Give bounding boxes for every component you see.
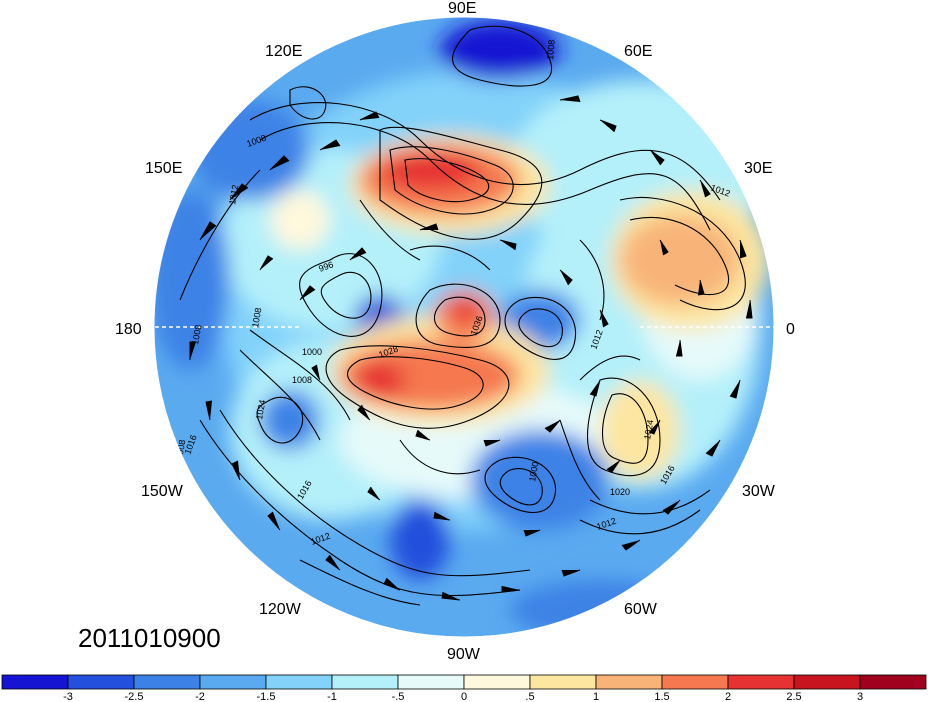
contour-label: 1012	[227, 184, 240, 205]
colorbar-swatch	[463, 674, 531, 690]
colorbar-swatch	[727, 674, 795, 690]
colorbar-swatch	[331, 674, 399, 690]
colorbar-tick-label: 3	[857, 691, 863, 702]
globe-outline	[153, 16, 775, 638]
colorbar-tick-label: -1.5	[257, 691, 276, 702]
lon-label-120e: 120E	[265, 43, 302, 60]
colorbar-tick-label: -1	[327, 691, 337, 702]
lon-label-150w: 150W	[141, 483, 184, 500]
colorbar-swatch	[529, 674, 597, 690]
contour-label: 1024	[642, 419, 655, 440]
colorbar-swatch	[793, 674, 861, 690]
colorbar-tick-label: -2.5	[125, 691, 144, 702]
colorbar-tick-label: -2	[195, 691, 205, 702]
colorbar-swatch	[397, 674, 465, 690]
colorbar-tick-label: -.5	[392, 691, 405, 702]
colorbar: -3 -2.5 -2 -1.5 -1 -.5 0 .5 1 1.5 2 2.5 3	[1, 674, 927, 702]
lon-label-150e: 150E	[145, 160, 182, 177]
lon-label-180: 180	[115, 321, 142, 338]
lon-label-30e: 30E	[744, 160, 772, 177]
longitude-labels: 90E 60E 30E 0 30W 60W 90W 120W 150W 180 …	[115, 0, 795, 663]
colorbar-tick-label: -3	[63, 691, 73, 702]
anomaly-shading: 1008101610081012996100810001008102410281…	[154, 20, 774, 637]
lon-label-30w: 30W	[742, 483, 776, 500]
colorbar-tick-label: .5	[525, 691, 534, 702]
contour-label: 1024	[254, 399, 267, 420]
colorbar-tick-label: 2	[725, 691, 731, 702]
wind-barbs	[189, 95, 753, 601]
lon-label-120w: 120W	[259, 601, 302, 618]
lon-label-90e: 90E	[448, 0, 476, 17]
colorbar-tick-label: 1	[593, 691, 599, 702]
contour-label: 1008	[545, 39, 557, 60]
colorbar-swatch	[199, 674, 267, 690]
date-label: 2011010900	[78, 623, 221, 653]
colorbar-swatch	[595, 674, 663, 690]
lon-label-0: 0	[786, 321, 795, 338]
colorbar-swatch	[265, 674, 333, 690]
lon-label-60e: 60E	[624, 43, 652, 60]
isobar-contours	[179, 25, 746, 606]
contour-label: 1000	[527, 461, 540, 482]
colorbar-swatch	[661, 674, 729, 690]
contour-value-labels: 1008101610081012996100810001008102410281…	[174, 39, 731, 547]
contour-label: 1008	[292, 375, 312, 385]
colorbar-swatch	[67, 674, 135, 690]
colorbar-tick-label: 1.5	[654, 691, 669, 702]
lon-label-60w: 60W	[624, 601, 658, 618]
contour-label: 1020	[610, 487, 630, 497]
contour-label: 996	[317, 259, 335, 274]
colorbar-swatch	[859, 674, 927, 690]
colorbar-swatch	[1, 674, 69, 690]
contour-label: 1008	[190, 324, 203, 345]
colorbar-tick-label: 2.5	[786, 691, 801, 702]
colorbar-tick-label: 0	[461, 691, 467, 702]
lon-label-90w: 90W	[447, 646, 481, 663]
contour-label: 1008	[250, 307, 263, 328]
colorbar-swatch	[133, 674, 201, 690]
contour-label: 1000	[302, 347, 322, 357]
